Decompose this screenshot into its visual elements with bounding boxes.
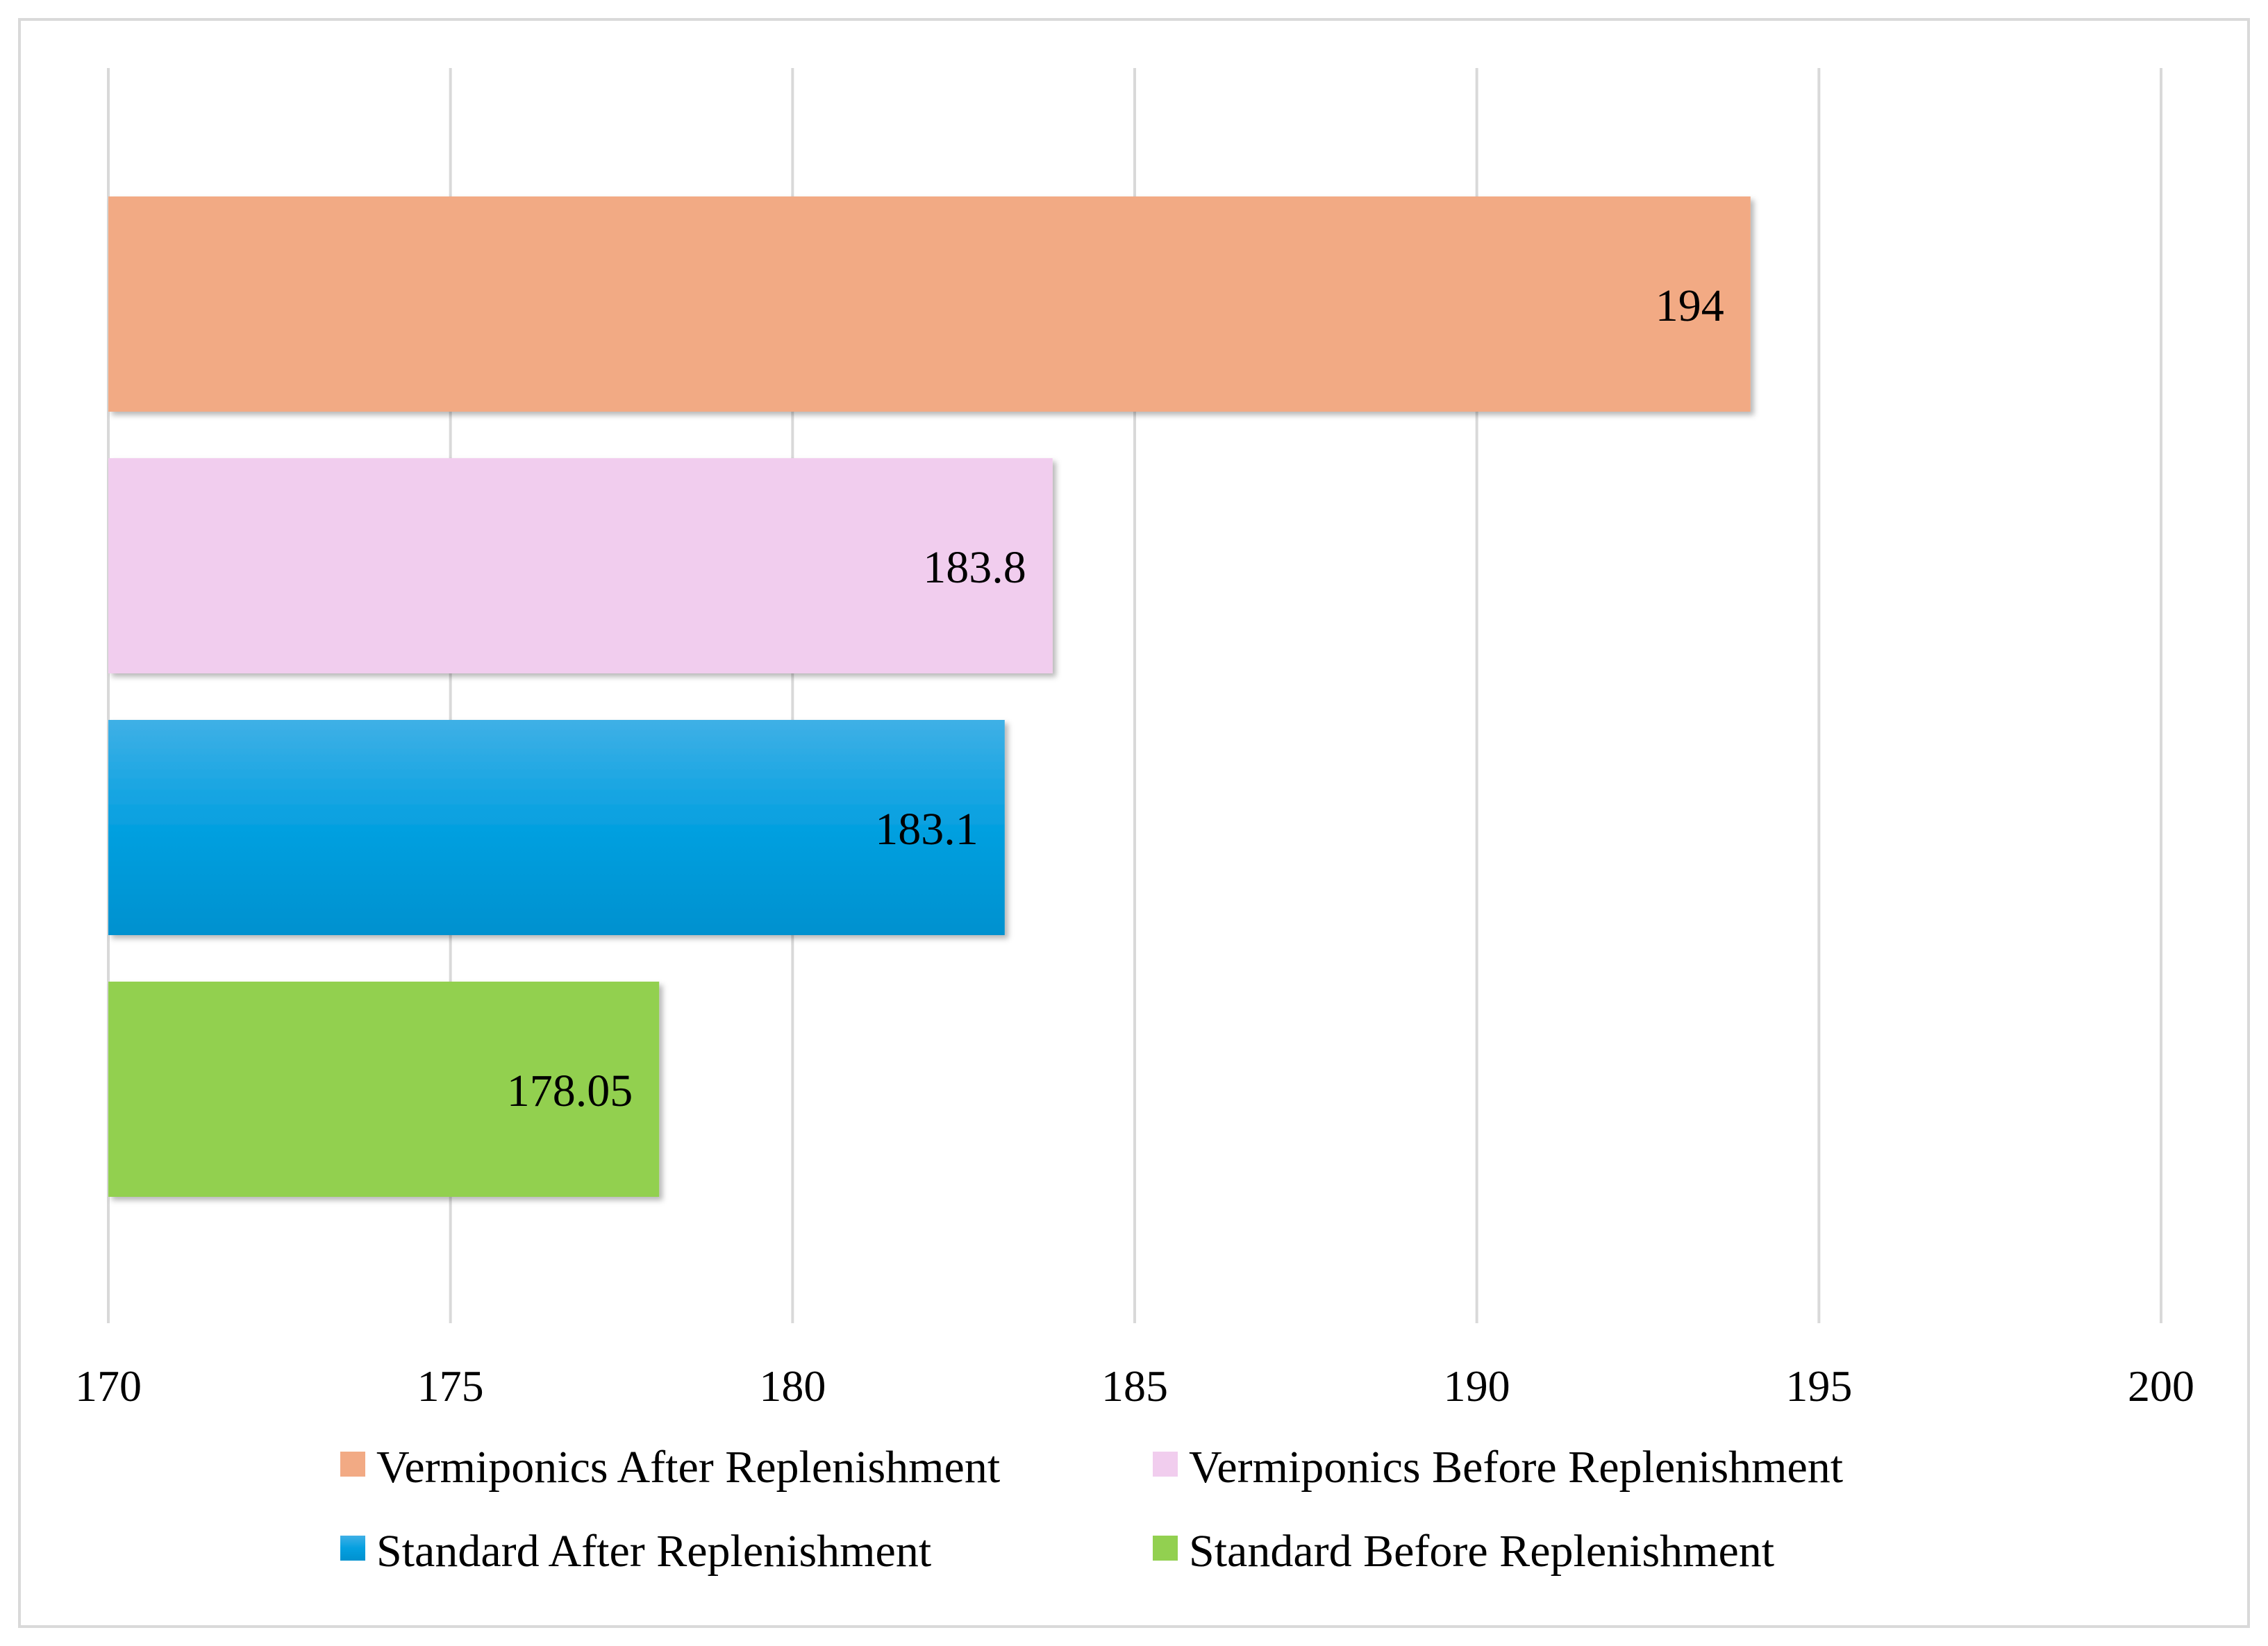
legend-swatch: [340, 1452, 365, 1477]
x-tick-label: 195: [1785, 1361, 1852, 1411]
legend-label: Vermiponics Before Replenishment: [1189, 1442, 1843, 1493]
legend-label: Vermiponics After Replenishment: [376, 1442, 1000, 1493]
x-tick-label: 170: [75, 1361, 142, 1411]
legend-swatch: [1153, 1536, 1178, 1561]
x-tick-label: 190: [1444, 1361, 1510, 1411]
bar-3: [108, 720, 1005, 935]
legend: Vermiponics After Replenishment Vermiponi…: [340, 1442, 1843, 1577]
x-axis-ticks: 170 175 180 185 190 195 200: [75, 1361, 2194, 1411]
bar-2: [108, 458, 1053, 673]
x-tick-label: 200: [2128, 1361, 2194, 1411]
bar-value-label: 183.8: [923, 542, 1026, 593]
bars: 194 183.8 183.1 178.05: [108, 196, 1751, 1197]
bar-4: [108, 982, 660, 1197]
legend-swatch: [1153, 1452, 1178, 1477]
legend-label: Standard Before Replenishment: [1189, 1526, 1774, 1577]
bar-value-label: 183.1: [875, 804, 978, 855]
bar-value-label: 194: [1656, 280, 1724, 331]
bar-1: [108, 196, 1751, 412]
x-tick-label: 185: [1101, 1361, 1168, 1411]
x-tick-label: 180: [759, 1361, 826, 1411]
x-tick-label: 175: [417, 1361, 484, 1411]
legend-swatch: [340, 1536, 365, 1561]
legend-label: Standard After Replenishment: [376, 1526, 931, 1577]
bar-value-label: 178.05: [507, 1066, 633, 1116]
